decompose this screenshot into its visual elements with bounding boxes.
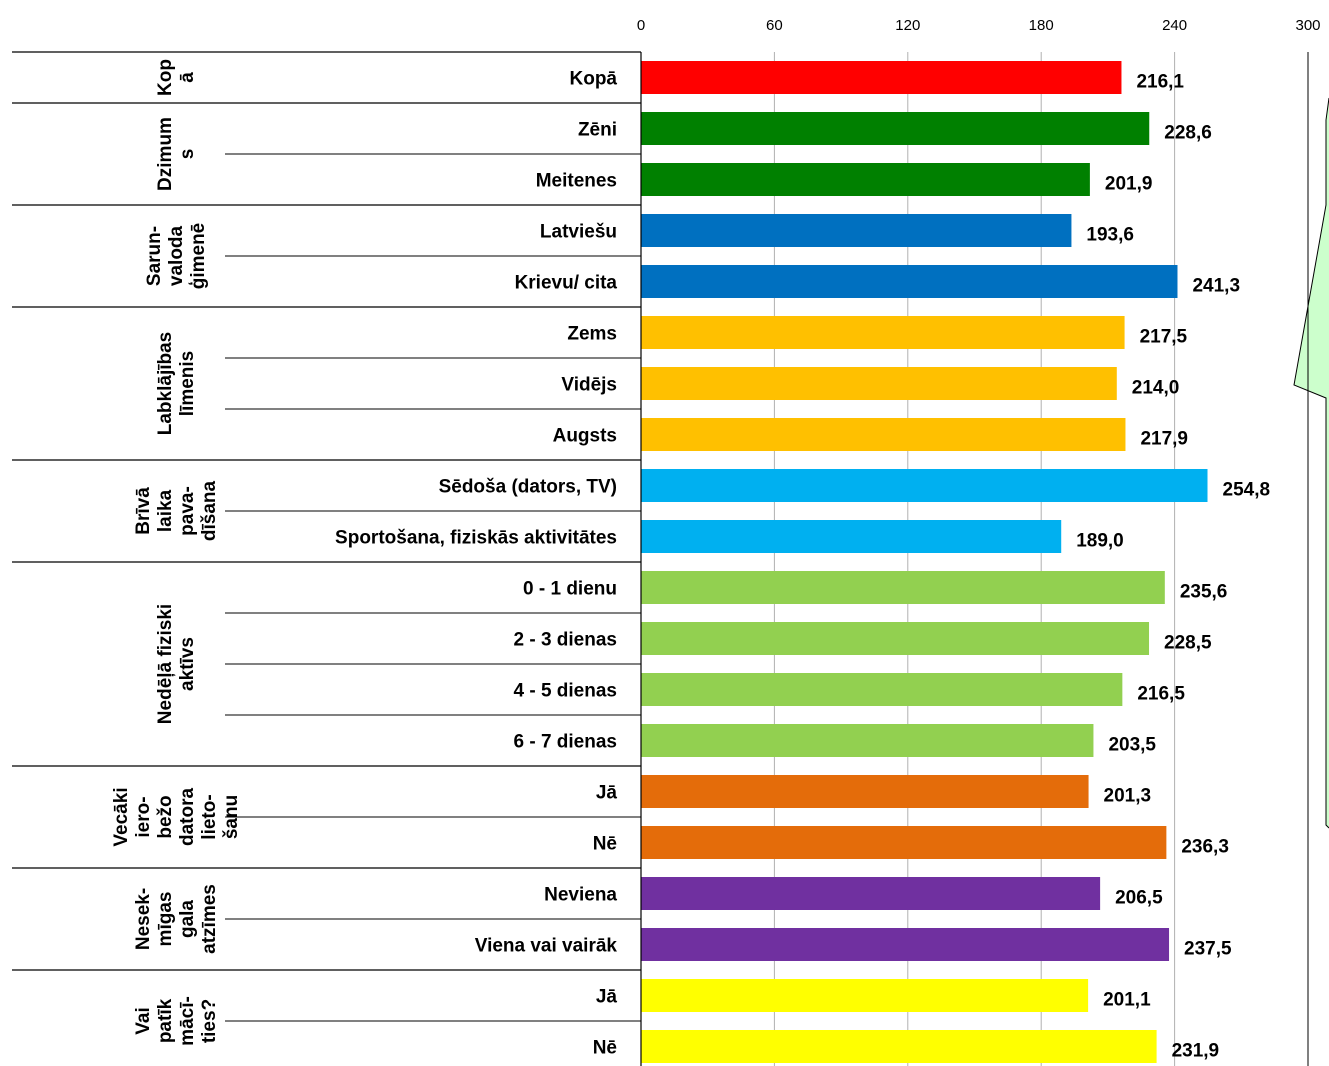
x-tick-label: 240 — [1162, 17, 1187, 34]
group-label: Vecākiiero-bežodatoralieto-šanu — [111, 787, 242, 846]
bar — [641, 265, 1178, 298]
data-label: 189,0 — [1076, 531, 1124, 552]
bar — [641, 673, 1123, 706]
bar — [641, 571, 1165, 604]
category-label: Neviena — [544, 885, 617, 906]
group-label: Nedēļā fiziskiaktīvs — [155, 604, 198, 724]
data-label: 217,9 — [1140, 429, 1188, 450]
bar — [641, 928, 1170, 961]
bar — [641, 1030, 1157, 1063]
x-tick-label: 60 — [766, 17, 783, 34]
bar — [641, 316, 1125, 349]
category-label: Viena vai vairāk — [475, 936, 618, 957]
bar — [641, 61, 1122, 94]
category-label: 6 - 7 dienas — [514, 732, 618, 753]
category-label: Sēdoša (dators, TV) — [439, 477, 617, 498]
callout-shape — [1293, 97, 1329, 829]
category-label: Meitenes — [536, 171, 617, 192]
category-label: Nē — [593, 1038, 617, 1059]
data-label: 241,3 — [1192, 276, 1240, 297]
data-label: 228,5 — [1164, 633, 1212, 654]
bar — [641, 979, 1089, 1012]
bar — [641, 418, 1126, 451]
x-tick-label: 300 — [1295, 17, 1320, 34]
data-label: 206,5 — [1115, 888, 1163, 909]
bar — [641, 775, 1089, 808]
data-label: 235,6 — [1180, 582, 1228, 603]
category-label: Zēni — [578, 120, 617, 141]
category-label: 2 - 3 dienas — [514, 630, 618, 651]
bar — [641, 112, 1150, 145]
group-label: Brīvālaikapava-dīšana — [133, 480, 220, 541]
category-label: Krievu/ cita — [515, 273, 618, 294]
bar — [641, 367, 1117, 400]
data-label: 217,5 — [1140, 327, 1188, 348]
data-label: 237,5 — [1184, 939, 1232, 960]
category-label: Jā — [596, 783, 618, 804]
group-label: Vaipatīkmācī-ties? — [133, 996, 220, 1046]
data-label: 201,9 — [1105, 174, 1153, 195]
data-label: 254,8 — [1223, 480, 1271, 501]
bar — [641, 877, 1101, 910]
data-label: 228,6 — [1164, 123, 1212, 144]
category-label: Sportošana, fiziskās aktivitātes — [335, 528, 617, 549]
data-label: 193,6 — [1086, 225, 1134, 246]
bar — [641, 520, 1062, 553]
data-label: 201,3 — [1104, 786, 1152, 807]
category-label: Kopā — [570, 69, 618, 90]
labels: 0 60 120 180 240 300 Kopā Kopā 216,1 Dzimums Zēni 2… — [111, 17, 1321, 1062]
data-label: 216,5 — [1137, 684, 1185, 705]
category-label: Jā — [596, 987, 618, 1008]
data-label: 203,5 — [1108, 735, 1156, 756]
category-label: Vidējs — [561, 375, 617, 396]
group-label: Kopā — [155, 59, 198, 96]
category-label: Zems — [567, 324, 617, 345]
group-label: Labklājībaslīmenis — [155, 332, 198, 436]
bar — [641, 214, 1072, 247]
group-label: Sarun-valodaģimenē — [144, 223, 209, 290]
category-label: 0 - 1 dienu — [523, 579, 617, 600]
category-label: Nē — [593, 834, 617, 855]
category-label: Latviešu — [540, 222, 617, 243]
group-label: Nesek-mīgasgalaatzīmes — [133, 884, 220, 954]
category-label: Augsts — [553, 426, 617, 447]
bar — [641, 826, 1167, 859]
bar — [641, 163, 1090, 196]
data-label: 231,9 — [1172, 1041, 1220, 1062]
callout-shape-outline — [1293, 97, 1329, 829]
group-label: Dzimums — [155, 117, 198, 191]
x-tick-label: 180 — [1029, 17, 1054, 34]
data-label: 214,0 — [1132, 378, 1180, 399]
category-label: 4 - 5 dienas — [514, 681, 618, 702]
data-label: 216,1 — [1136, 72, 1184, 93]
data-label: 201,1 — [1103, 990, 1151, 1011]
bar — [641, 469, 1208, 502]
x-tick-label: 0 — [637, 17, 645, 34]
bars — [641, 61, 1208, 1063]
data-label: 236,3 — [1181, 837, 1229, 858]
x-tick-label: 120 — [895, 17, 920, 34]
gridlines — [773, 52, 1309, 1066]
axes — [12, 51, 642, 1066]
bar — [641, 622, 1150, 655]
bar — [641, 724, 1094, 757]
